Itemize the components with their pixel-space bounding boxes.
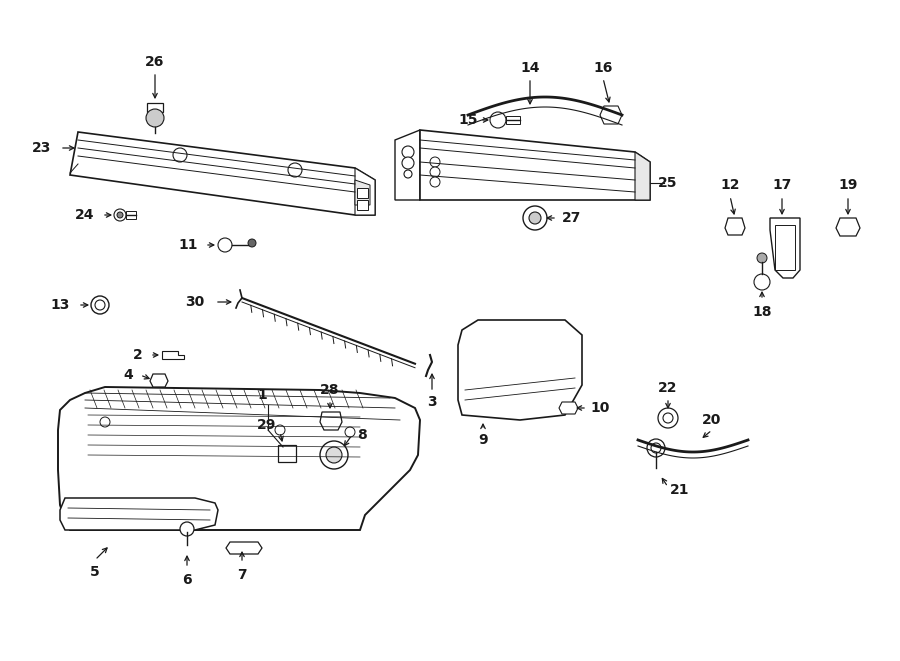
Circle shape (490, 112, 506, 128)
Text: 18: 18 (752, 305, 772, 319)
Circle shape (523, 206, 547, 230)
Polygon shape (775, 225, 795, 270)
Text: 28: 28 (320, 383, 340, 397)
Text: 13: 13 (50, 298, 69, 312)
Text: 8: 8 (357, 428, 367, 442)
Circle shape (663, 413, 673, 423)
Polygon shape (147, 103, 163, 112)
Polygon shape (355, 180, 370, 205)
Text: 1: 1 (257, 388, 267, 402)
Circle shape (320, 441, 348, 469)
Text: 27: 27 (562, 211, 581, 225)
Circle shape (529, 212, 541, 224)
Text: 23: 23 (32, 141, 51, 155)
Text: 15: 15 (458, 113, 478, 127)
Circle shape (288, 163, 302, 177)
Text: 4: 4 (123, 368, 133, 382)
Text: 11: 11 (178, 238, 198, 252)
Polygon shape (355, 168, 375, 215)
Circle shape (754, 274, 770, 290)
Text: 29: 29 (257, 418, 276, 432)
Circle shape (345, 427, 355, 437)
Polygon shape (278, 445, 296, 462)
Text: 22: 22 (658, 381, 678, 395)
Polygon shape (150, 374, 168, 387)
Text: 6: 6 (182, 573, 192, 587)
Polygon shape (357, 200, 368, 210)
Circle shape (647, 439, 665, 457)
Text: 5: 5 (90, 565, 100, 579)
Circle shape (430, 167, 440, 177)
Text: 19: 19 (838, 178, 858, 192)
Text: 30: 30 (185, 295, 204, 309)
Polygon shape (559, 402, 578, 414)
Polygon shape (635, 152, 650, 200)
Polygon shape (126, 211, 136, 219)
Polygon shape (836, 218, 860, 236)
Polygon shape (420, 130, 650, 200)
Circle shape (95, 300, 105, 310)
Circle shape (658, 408, 678, 428)
Polygon shape (60, 498, 218, 530)
Polygon shape (725, 218, 745, 235)
Circle shape (404, 170, 412, 178)
Polygon shape (506, 116, 520, 124)
Circle shape (100, 417, 110, 427)
Circle shape (326, 447, 342, 463)
Polygon shape (600, 106, 622, 124)
Circle shape (757, 253, 767, 263)
Circle shape (117, 212, 123, 218)
Polygon shape (58, 387, 420, 530)
Polygon shape (226, 542, 262, 554)
Circle shape (218, 238, 232, 252)
Text: 16: 16 (593, 61, 613, 75)
Circle shape (651, 443, 661, 453)
Polygon shape (458, 320, 582, 420)
Text: 21: 21 (670, 483, 689, 497)
Polygon shape (320, 412, 342, 430)
Polygon shape (395, 130, 420, 200)
Text: 2: 2 (133, 348, 143, 362)
Circle shape (248, 239, 256, 247)
Polygon shape (357, 188, 368, 198)
Text: 7: 7 (238, 568, 247, 582)
Text: 12: 12 (720, 178, 740, 192)
Text: 20: 20 (702, 413, 722, 427)
Text: 10: 10 (590, 401, 609, 415)
Circle shape (146, 109, 164, 127)
Polygon shape (162, 351, 184, 359)
Circle shape (114, 209, 126, 221)
Text: 25: 25 (658, 176, 678, 190)
Circle shape (180, 522, 194, 536)
Polygon shape (770, 218, 800, 278)
Text: 3: 3 (428, 395, 436, 409)
Polygon shape (70, 132, 375, 215)
Circle shape (430, 157, 440, 167)
Circle shape (402, 157, 414, 169)
Text: 24: 24 (76, 208, 94, 222)
Text: 26: 26 (145, 55, 165, 69)
Circle shape (173, 148, 187, 162)
Text: 14: 14 (520, 61, 540, 75)
Circle shape (430, 177, 440, 187)
Text: 9: 9 (478, 433, 488, 447)
Circle shape (402, 146, 414, 158)
Text: 17: 17 (772, 178, 792, 192)
Circle shape (275, 425, 285, 435)
Circle shape (91, 296, 109, 314)
